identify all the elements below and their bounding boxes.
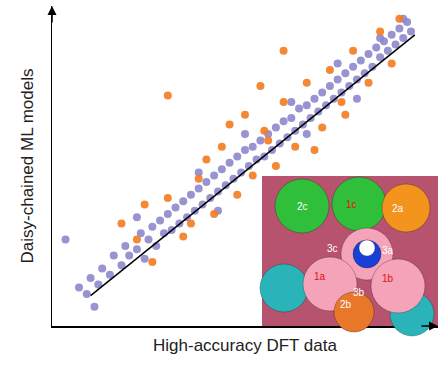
svg-text:2b: 2b [340,299,352,310]
svg-text:3a: 3a [382,245,394,256]
svg-text:1c: 1c [346,199,357,210]
svg-text:Daisy-chained ML models: Daisy-chained ML models [18,69,37,264]
svg-text:High-accuracy DFT data: High-accuracy DFT data [153,336,337,355]
svg-text:3c: 3c [327,243,338,254]
svg-text:3b: 3b [353,287,365,298]
svg-text:2c: 2c [297,201,308,212]
svg-text:1a: 1a [314,271,326,282]
svg-text:2a: 2a [392,203,404,214]
svg-text:1b: 1b [382,273,394,284]
